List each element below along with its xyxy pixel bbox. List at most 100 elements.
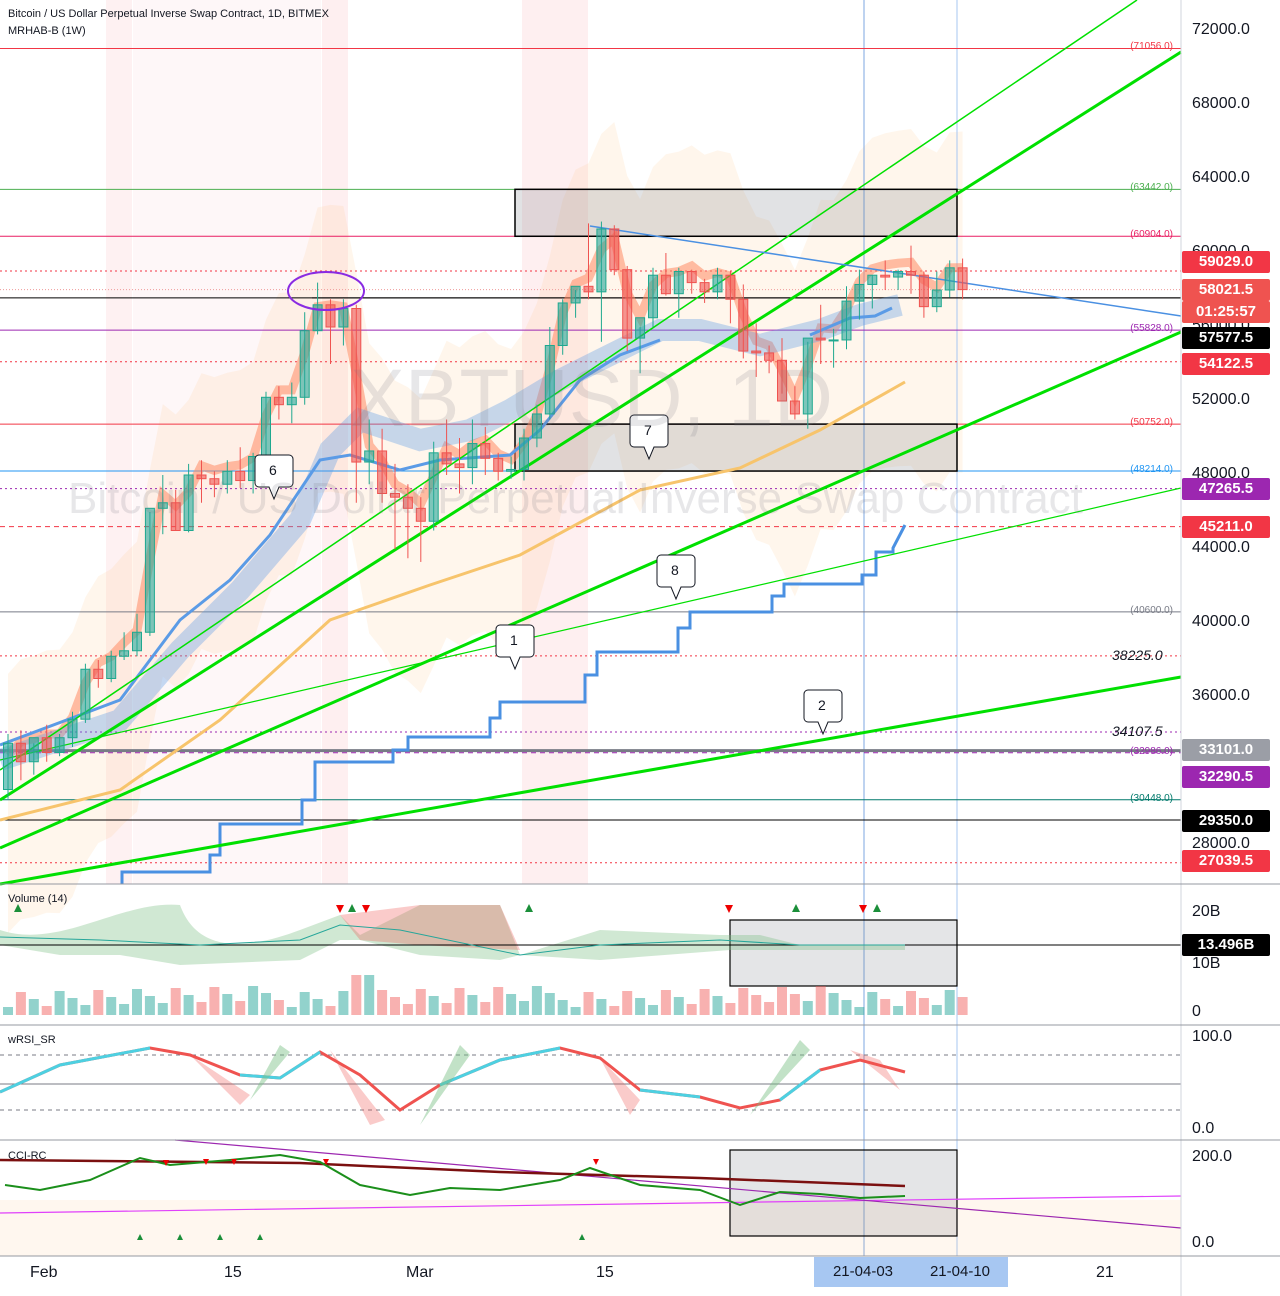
volume-bar	[132, 989, 142, 1015]
candle-body	[777, 359, 787, 402]
candle-body	[544, 345, 555, 415]
volume-bar	[944, 990, 955, 1015]
level-tag: (50752.0)	[1130, 417, 1173, 429]
candle-body	[261, 396, 271, 457]
volume-bar	[648, 1005, 658, 1015]
volume-bar	[364, 975, 375, 1015]
rsi-line-cyan	[0, 1046, 821, 1102]
cci-signal-down	[323, 1159, 329, 1165]
candle-body	[789, 400, 800, 415]
volume-box	[729, 919, 958, 987]
callout-bubble	[254, 454, 294, 501]
volume-bar	[170, 988, 181, 1015]
volume-bar	[325, 1006, 336, 1015]
candle-body	[493, 457, 504, 472]
rsi-pane	[0, 1040, 1181, 1125]
level-tag: (71056.0)	[1130, 41, 1173, 53]
blue-ma-end	[809, 306, 893, 337]
volume-title: Volume (14)	[8, 893, 68, 905]
level-34107: 34107.5	[1112, 723, 1163, 739]
volume-bar	[157, 1003, 168, 1015]
callout-2	[803, 689, 843, 736]
cci-trend	[0, 1195, 1182, 1214]
price-tick: 36000.0	[1192, 687, 1250, 704]
level-38225: 38225.0	[1112, 647, 1163, 663]
level-tag: (48214.0)	[1130, 464, 1173, 476]
cci-pane	[0, 1139, 1182, 1256]
volume-bar	[196, 1002, 207, 1015]
candle-body	[441, 452, 452, 465]
candle-body	[648, 274, 658, 319]
volume-signal	[525, 904, 533, 912]
volume-bar	[41, 1006, 52, 1015]
volume-bar	[441, 1003, 452, 1015]
candle-body	[699, 282, 710, 293]
volume-bar	[312, 999, 323, 1015]
callout-6	[254, 454, 294, 501]
volume-bar	[738, 988, 749, 1015]
rsi-tick-100: 100.0	[1192, 1028, 1233, 1045]
volume-ma	[0, 924, 905, 956]
volume-bar	[764, 1002, 775, 1015]
candle-body	[506, 468, 517, 472]
volume-bar	[544, 993, 555, 1015]
red-band	[133, 0, 321, 884]
candle-body	[480, 443, 491, 459]
level-tag: (63442.0)	[1130, 182, 1173, 194]
rsi-fill-red	[190, 1050, 900, 1125]
volume-bar	[106, 997, 117, 1015]
candle-body	[299, 330, 310, 398]
volume-label: 13.496B	[1182, 934, 1270, 956]
volume-bar	[596, 999, 607, 1015]
candle-body	[931, 289, 942, 308]
volume-bar	[957, 997, 968, 1015]
candle-body	[531, 413, 542, 439]
price-label: 45211.0	[1182, 516, 1270, 538]
volume-bar	[699, 989, 710, 1015]
volume-bar	[751, 995, 762, 1015]
highlight-ellipse	[287, 271, 365, 311]
price-tick: 28000.0	[1192, 835, 1250, 852]
candle-body	[390, 493, 400, 498]
volume-bar	[235, 1001, 246, 1015]
volume-bar	[686, 1004, 697, 1015]
candle-body	[854, 283, 865, 302]
volume-bar	[815, 986, 826, 1015]
candle-body	[415, 507, 426, 522]
candle-body	[312, 304, 323, 332]
volume-bar	[635, 998, 646, 1015]
volume-bar	[828, 993, 839, 1015]
volume-bar	[144, 996, 155, 1015]
candle-body	[764, 352, 775, 361]
candle-body	[519, 437, 529, 470]
candle-body	[957, 267, 968, 291]
volume-signal	[792, 904, 800, 912]
candle-body	[41, 737, 52, 754]
volume-bar	[209, 987, 220, 1015]
volume-bar	[93, 990, 104, 1015]
cci-signal-up	[257, 1234, 263, 1240]
volume-bar	[261, 993, 271, 1015]
candle-body	[80, 668, 91, 720]
volume-bar	[570, 1007, 581, 1015]
candle-body	[622, 269, 633, 339]
cci-signal-down	[593, 1159, 599, 1165]
volume-bar	[893, 1006, 904, 1015]
volume-bar	[673, 997, 684, 1015]
volume-bar	[802, 1001, 813, 1015]
price-tick: 72000.0	[1192, 21, 1250, 38]
volume-tick-10b: 10B	[1192, 955, 1221, 972]
red-band	[522, 0, 588, 884]
rsi-tick-0: 0.0	[1192, 1120, 1215, 1137]
price-label: 01:25:57	[1182, 301, 1270, 323]
callout-1	[495, 624, 535, 671]
cci-tick-0: 0.0	[1192, 1234, 1215, 1251]
price-tick: 48000.0	[1192, 465, 1250, 482]
candle-body	[815, 337, 826, 341]
volume-bar	[531, 986, 542, 1015]
candle-body	[712, 274, 723, 293]
slow-ma	[0, 380, 906, 822]
volume-bar	[789, 994, 800, 1015]
time-tick-feb: Feb	[30, 1264, 58, 1281]
